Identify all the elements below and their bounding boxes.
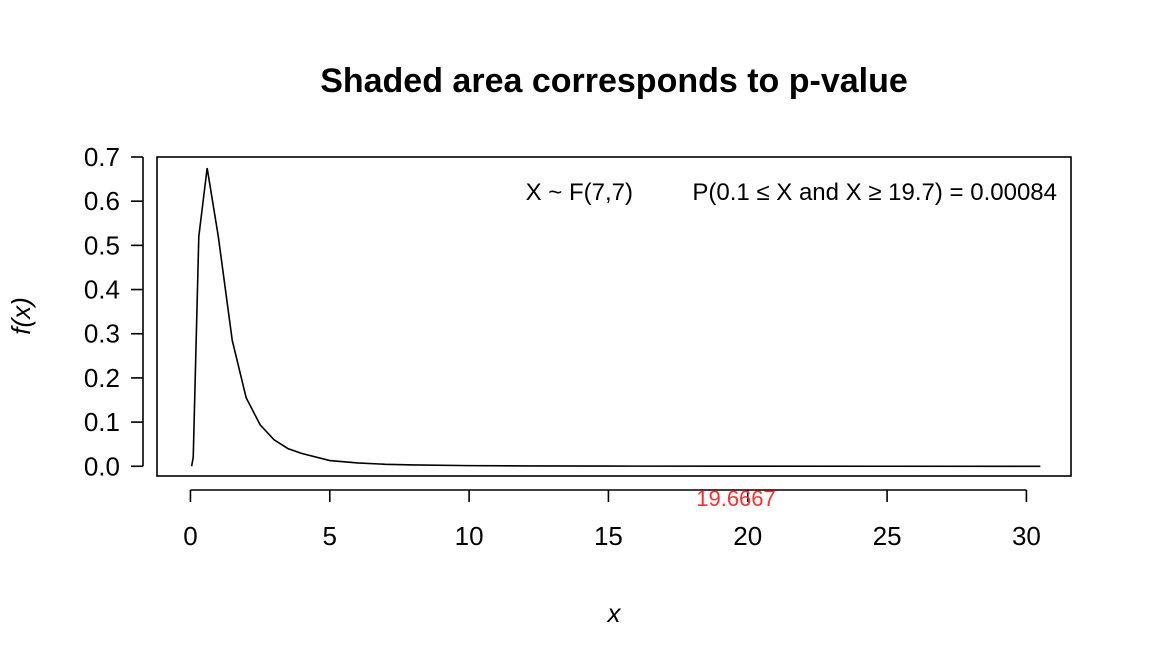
critical-value-label: 19.6667 <box>696 486 776 511</box>
density-curve <box>191 167 1041 468</box>
probability-annotation: P(0.1 ≤ X and X ≥ 19.7) = 0.00084 <box>692 179 1057 206</box>
x-tick-label: 10 <box>455 521 484 551</box>
x-tick-label: 25 <box>873 521 902 551</box>
x-tick-label: 15 <box>594 521 623 551</box>
y-tick-label: 0.2 <box>84 363 120 393</box>
y-tick-label: 0.5 <box>84 230 120 260</box>
chart-title: Shaded area corresponds to p-value <box>320 62 908 100</box>
x-tick-label: 5 <box>323 521 337 551</box>
y-tick-label: 0.6 <box>84 186 120 216</box>
x-axis-label: x <box>606 598 622 628</box>
distribution-annotation: X ~ F(7,7) <box>526 179 633 206</box>
y-axis: 0.0 0.1 0.2 0.3 0.4 0.5 0.6 0.7 <box>84 142 144 481</box>
y-tick-label: 0.0 <box>84 451 120 481</box>
y-tick-label: 0.3 <box>84 319 120 349</box>
x-axis: 0 5 10 15 20 25 30 <box>183 489 1041 551</box>
y-axis-label: f(x) <box>6 297 36 335</box>
y-tick-label: 0.7 <box>84 142 120 172</box>
x-tick-label: 20 <box>733 521 762 551</box>
x-tick-label: 0 <box>183 521 197 551</box>
series-curve-group <box>191 167 1041 468</box>
y-tick-label: 0.4 <box>84 275 120 305</box>
x-tick-label: 30 <box>1012 521 1041 551</box>
plot-frame <box>156 156 1072 477</box>
y-tick-label: 0.1 <box>84 407 120 437</box>
